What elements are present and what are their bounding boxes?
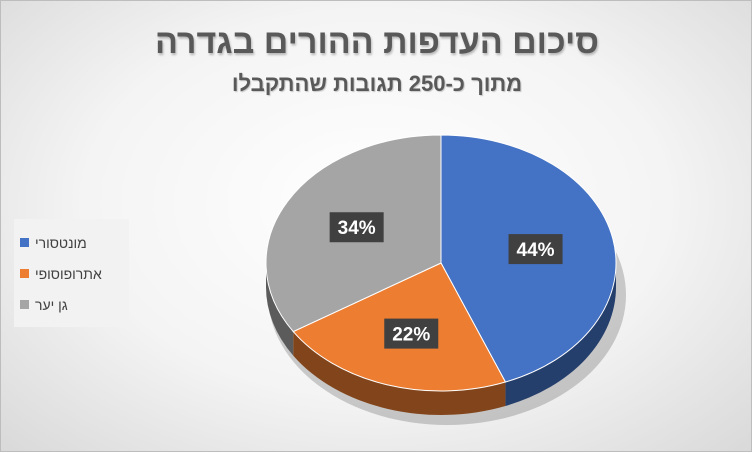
pie-slice-side-2 (266, 263, 294, 356)
data-label-box (384, 318, 439, 349)
data-label-0: 44% (508, 234, 563, 265)
pie-slice-side-0 (505, 263, 616, 407)
pie-slice-side-1 (293, 331, 506, 415)
chart-subtitle: מתוך כ-250 תגובות שהתקבלו (231, 71, 523, 96)
legend-swatch (20, 269, 29, 278)
data-label-text: 22% (392, 325, 430, 346)
legend-swatch (20, 300, 29, 309)
legend-label: גן יער (35, 296, 68, 313)
legend-label: מונטסורי (35, 234, 87, 251)
data-label-box (508, 234, 563, 265)
data-label-1: 22% (384, 318, 439, 349)
legend: מונטסורי אתרופוסופי גן יער (14, 219, 129, 327)
data-label-2: 34% (329, 212, 384, 243)
data-label-text: 44% (517, 240, 555, 261)
data-label-box (329, 212, 384, 243)
legend-swatch (20, 238, 29, 247)
legend-item-anthroposophic: אתרופוסופי (20, 258, 123, 289)
data-label-text: 34% (338, 218, 376, 239)
legend-item-forest: גן יער (20, 289, 123, 320)
chart-title: סיכום העדפות ההורים בגדרה (154, 23, 600, 61)
legend-label: אתרופוסופי (35, 265, 102, 282)
legend-item-montessori: מונטסורי (20, 227, 123, 258)
